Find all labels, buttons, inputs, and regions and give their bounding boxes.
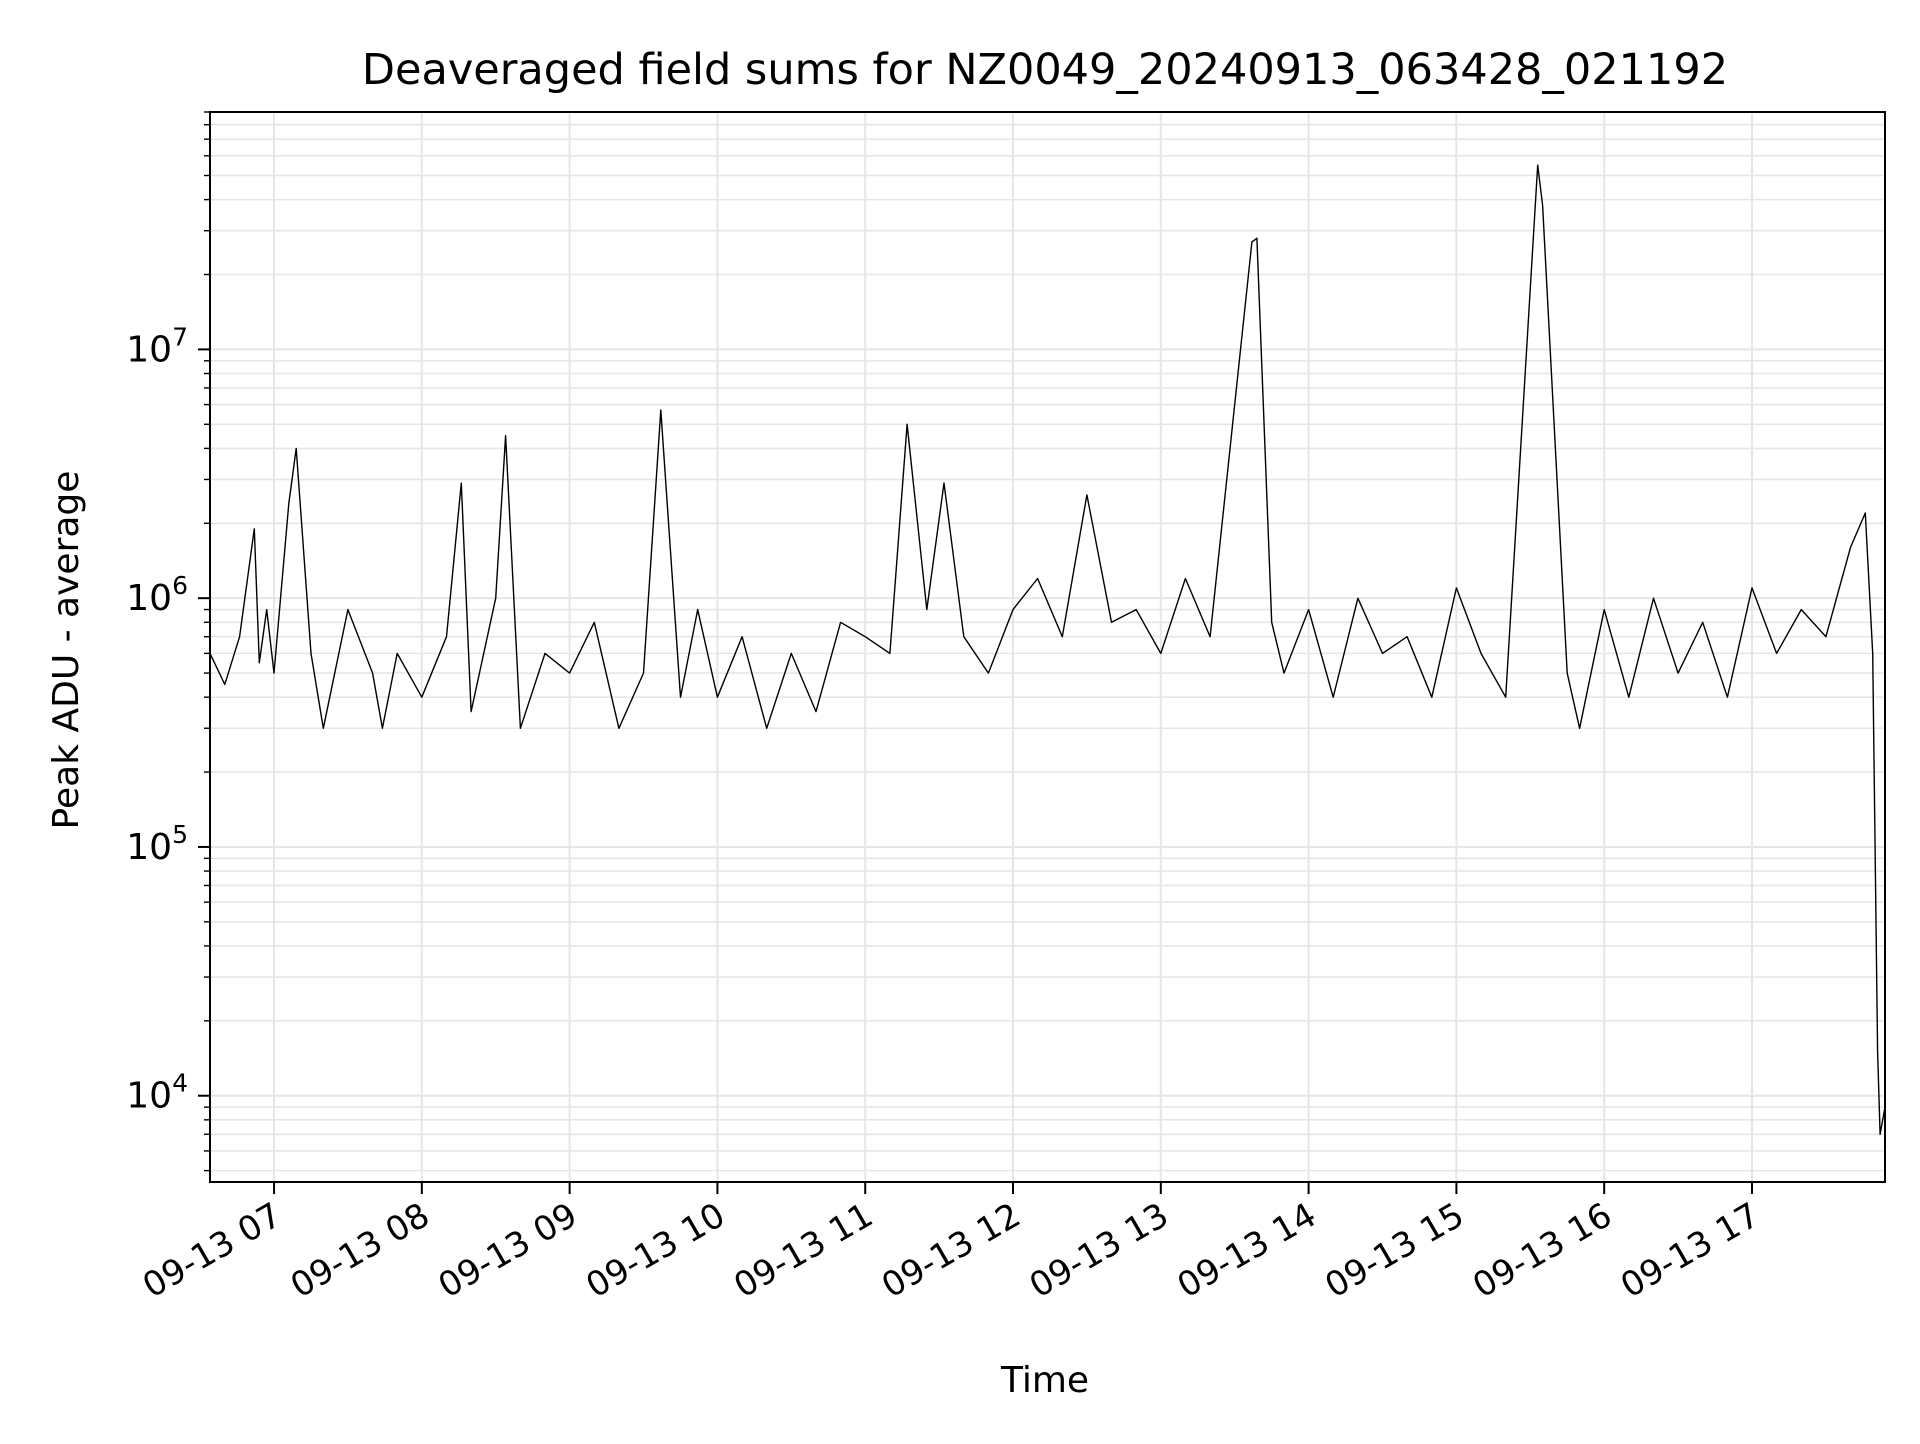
x-tick-label: 09-13 10 <box>580 1195 732 1306</box>
x-axis-label: Time <box>1000 1360 1089 1401</box>
x-tick-label: 09-13 17 <box>1614 1195 1766 1306</box>
y-axis-label: Peak ADU - average <box>46 471 87 830</box>
y-tick-label: 105 <box>126 820 188 868</box>
x-tick-label: 09-13 15 <box>1319 1195 1471 1306</box>
chart-title: Deaveraged field sums for NZ0049_2024091… <box>362 45 1728 95</box>
x-tick-label: 09-13 09 <box>432 1195 584 1306</box>
y-tick-label: 106 <box>126 571 188 619</box>
data-series-line <box>209 164 1886 1136</box>
y-tick-label: 107 <box>126 322 188 370</box>
y-tick-label: 104 <box>126 1069 188 1117</box>
x-tick-label: 09-13 14 <box>1171 1195 1323 1306</box>
y-axis: 104 105 106 107 <box>126 111 210 1172</box>
grid-layer <box>210 111 1885 1182</box>
x-tick-label: 09-13 07 <box>136 1195 288 1306</box>
x-tick-label: 09-13 08 <box>284 1195 436 1306</box>
plot-frame <box>209 111 1886 1183</box>
series-layer <box>209 164 1886 1136</box>
x-tick-label: 09-13 11 <box>727 1195 879 1306</box>
x-tick-label: 09-13 13 <box>1023 1195 1175 1306</box>
x-tick-label: 09-13 16 <box>1466 1195 1618 1306</box>
x-tick-label: 09-13 12 <box>875 1195 1027 1306</box>
